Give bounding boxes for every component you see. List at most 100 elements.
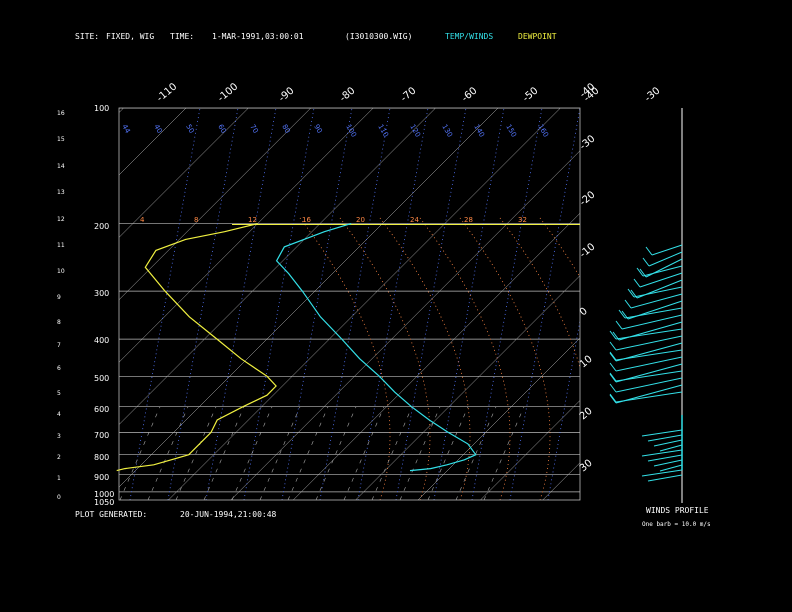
wind-barb <box>653 439 683 447</box>
isotherm-line <box>293 212 580 500</box>
height-km-tick-label: 12 <box>57 216 65 223</box>
wind-barb-flag <box>609 352 617 362</box>
wind-barb <box>642 265 683 277</box>
moist-adiabat-line <box>231 406 273 500</box>
isotherm-label: -60 <box>460 85 480 104</box>
isotherm-label: 0 <box>578 306 590 319</box>
mixing-ratio-line <box>433 108 505 500</box>
wind-barb <box>653 459 683 467</box>
dry-adiabat-line <box>379 217 471 500</box>
height-km-tick-label: 4 <box>57 411 61 418</box>
wind-barb <box>651 244 683 256</box>
mixing-ratio-line <box>243 108 315 500</box>
wind-barb <box>647 454 683 462</box>
wind-barb-flag <box>645 246 653 256</box>
isotherm-line <box>119 108 249 238</box>
height-km-tick-label: 10 <box>57 268 65 275</box>
mixing-ratio-line <box>395 108 467 500</box>
potential-temp-label: 12 <box>248 216 257 224</box>
wind-barb <box>630 293 683 309</box>
mixing-ratio-line <box>509 108 580 500</box>
legend-dewpoint: DEWPOINT <box>518 32 557 41</box>
mixing-ratio-label: 120 <box>408 123 422 139</box>
mixing-ratio-label: 160 <box>536 123 550 139</box>
height-km-tick-label: 6 <box>57 365 61 372</box>
wind-barb-flag <box>624 299 632 309</box>
mixing-ratio-label: 150 <box>504 123 518 139</box>
wind-barb <box>659 444 683 452</box>
height-km-tick-label: 16 <box>57 110 65 117</box>
height-km-tick-label: 1 <box>57 475 61 482</box>
isotherm-line <box>119 108 499 488</box>
pressure-tick-label: 300 <box>94 289 109 298</box>
isotherm-label: -50 <box>521 85 541 104</box>
isotherm-line <box>605 108 792 500</box>
height-km-tick-label: 13 <box>57 189 65 196</box>
wind-barb <box>647 434 683 442</box>
wind-barb <box>615 335 683 351</box>
potential-temp-label: 28 <box>464 216 473 224</box>
moist-adiabat-line <box>287 406 329 500</box>
mixing-ratio-label: 50 <box>184 123 195 135</box>
moist-adiabat-line <box>371 406 413 500</box>
wind-barb <box>615 349 683 361</box>
mixing-ratio-line <box>471 108 543 500</box>
pressure-tick-label: 1000 <box>94 490 114 499</box>
isotherm-line <box>668 108 792 500</box>
time-label: TIME: <box>170 32 195 41</box>
wind-barb-flag <box>609 372 617 382</box>
moist-adiabat-line <box>147 406 189 500</box>
potential-temp-label: 32 <box>518 216 527 224</box>
isotherm-label: -90 <box>277 85 297 104</box>
wind-barb-flag <box>609 373 617 383</box>
moist-adiabat-line <box>427 406 469 500</box>
moist-adiabat-line <box>343 406 385 500</box>
wind-barb <box>648 251 683 267</box>
moist-adiabat-line <box>203 406 245 500</box>
mixing-ratio-line <box>357 108 429 500</box>
site-value: FIXED, WIG <box>106 32 155 41</box>
pressure-tick-label: 800 <box>94 453 109 462</box>
wind-barb-flag <box>609 351 617 361</box>
time-value: 1-MAR-1991,03:00:01 <box>212 32 304 41</box>
winds-profile-title: WINDS PROFILE <box>646 506 709 515</box>
site-label: SITE: <box>75 32 100 41</box>
mixing-ratio-label: 90 <box>312 123 323 135</box>
wind-barb-flag <box>615 320 623 330</box>
moist-adiabat-line <box>119 406 161 500</box>
plot-frame <box>118 107 581 501</box>
moist-adiabat-line <box>175 406 217 500</box>
mixing-ratio-label: 70 <box>248 123 259 135</box>
moist-adiabat-line <box>483 406 525 500</box>
height-km-tick-label: 2 <box>57 454 61 461</box>
pressure-tick-label: 500 <box>94 374 109 383</box>
wind-barb-flag <box>627 288 635 298</box>
isotherm-line <box>417 337 580 500</box>
wind-barb <box>641 429 683 437</box>
mixing-ratio-label: 40 <box>152 123 163 135</box>
wind-barb <box>641 469 683 477</box>
mixing-ratio-line <box>205 108 277 500</box>
wind-barb-flag <box>609 394 617 404</box>
height-km-tick-label: 0 <box>57 494 61 501</box>
wind-barb <box>647 474 683 482</box>
isotherm-line <box>119 108 374 363</box>
height-km-tick-label: 8 <box>57 319 61 326</box>
isotherm-label: -110 <box>155 81 179 104</box>
isotherm-line <box>480 400 580 500</box>
height-km-tick-label: 3 <box>57 433 61 440</box>
wind-barb <box>615 391 683 403</box>
pressure-tick-label: 100 <box>94 104 109 113</box>
isotherm-line <box>119 108 436 425</box>
height-km-tick-label: 9 <box>57 294 61 301</box>
temperature-profile-line <box>275 223 477 472</box>
height-km-tick-label: 11 <box>57 242 65 249</box>
legend-temp: TEMP/WINDS <box>445 32 494 41</box>
wind-barb <box>633 286 683 298</box>
winds-barb-note: One barb = 10.0 m/s <box>642 521 711 528</box>
wind-barb-flag <box>609 393 617 403</box>
wind-barb <box>615 377 683 393</box>
isotherm-line <box>230 150 580 500</box>
wind-barb-flag <box>633 278 641 288</box>
